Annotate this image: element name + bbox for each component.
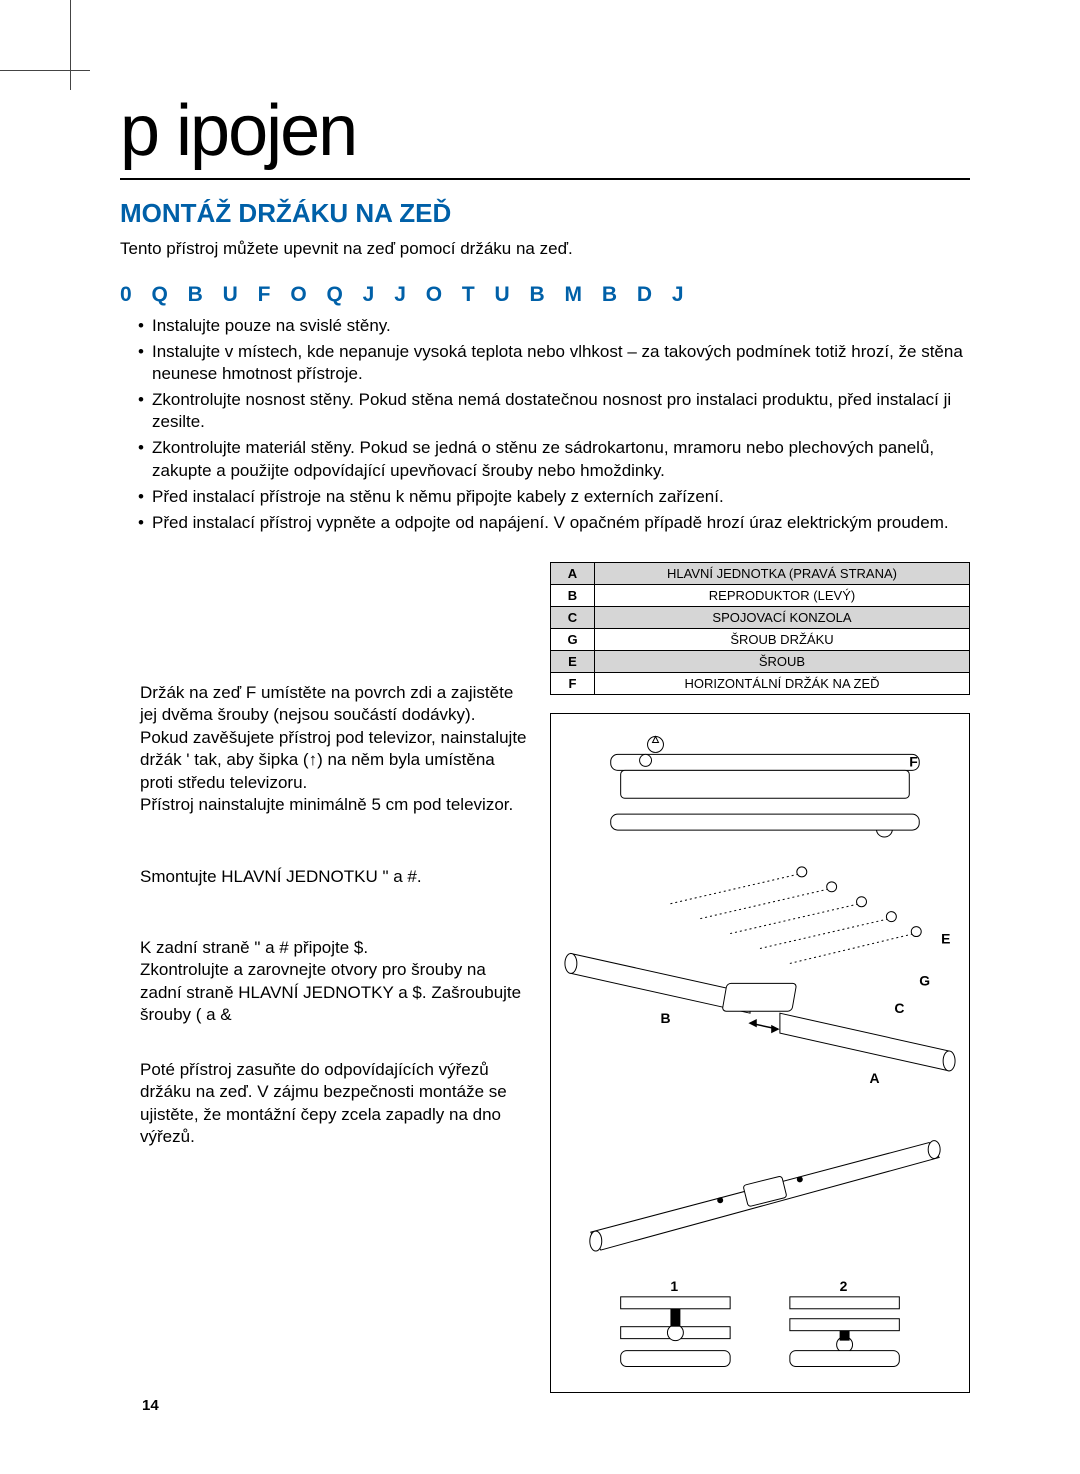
- diagram-bar-angled: [590, 1140, 940, 1250]
- cell-val: ŠROUB DRŽÁKU: [595, 628, 970, 650]
- intro-text: Tento přístroj můžete upevnit na zeď pom…: [120, 239, 970, 259]
- diagram-assembly: E G C B A: [565, 867, 955, 1086]
- cell-val: SPOJOVACÍ KONZOLA: [595, 606, 970, 628]
- cell-key: A: [551, 562, 595, 584]
- sub-heading: 0 Q B U F O Q J J O T U B M B D J: [120, 283, 970, 307]
- list-item: Zkontrolujte nosnost stěny. Pokud stěna …: [138, 389, 970, 433]
- list-item: Instalujte v místech, kde nepanuje vysok…: [138, 341, 970, 385]
- table-row: A HLAVNÍ JEDNOTKA (PRAVÁ STRANA): [551, 562, 970, 584]
- assembly-diagram: F: [550, 713, 970, 1393]
- label-f: F: [909, 753, 918, 769]
- label-2: 2: [840, 1278, 848, 1294]
- label-b: B: [660, 1010, 670, 1026]
- cell-key: E: [551, 650, 595, 672]
- table-row: E ŠROUB: [551, 650, 970, 672]
- label-1: 1: [670, 1278, 678, 1294]
- label-c: C: [894, 1000, 904, 1016]
- table-row: B REPRODUKTOR (LEVÝ): [551, 584, 970, 606]
- label-e: E: [941, 930, 950, 946]
- step-text: Smontujte HLAVNÍ JEDNOTKU " a #.: [140, 866, 532, 888]
- step-text: Přístroj nainstalujte minimálně 5 cm pod…: [140, 794, 532, 816]
- cell-val: REPRODUKTOR (LEVÝ): [595, 584, 970, 606]
- step-text: Zkontrolujte a zarovnejte otvory pro šro…: [140, 959, 532, 1026]
- cell-key: F: [551, 672, 595, 694]
- list-item: Zkontrolujte materiál stěny. Pokud se je…: [138, 437, 970, 481]
- cell-val: ŠROUB: [595, 650, 970, 672]
- step-text: Držák na zeď F umístěte na povrch zdi a …: [140, 682, 532, 727]
- parts-table: A HLAVNÍ JEDNOTKA (PRAVÁ STRANA) B REPRO…: [550, 562, 970, 695]
- step-3: K zadní straně " a # připojte $. Zkontro…: [140, 937, 532, 1027]
- list-item: Před instalací přístroj vypněte a odpojt…: [138, 512, 970, 534]
- diagram-detail-1: 1: [621, 1278, 730, 1367]
- page-title: p ipojen: [120, 90, 970, 180]
- crop-mark-horizontal: [0, 70, 90, 71]
- step-4: Poté přístroj zasuňte do odpovídajících …: [140, 1059, 532, 1149]
- table-row: F HORIZONTÁLNÍ DRŽÁK NA ZEĎ: [551, 672, 970, 694]
- table-row: G ŠROUB DRŽÁKU: [551, 628, 970, 650]
- label-g: G: [919, 972, 930, 988]
- step-text: Poté přístroj zasuňte do odpovídajících …: [140, 1059, 532, 1149]
- step-text: K zadní straně " a # připojte $.: [140, 937, 532, 959]
- diagram-bracket-f: F: [611, 736, 920, 837]
- diagram-detail-2: 2: [790, 1278, 899, 1367]
- step-text: Pokud zavěšujete přístroj pod televizor,…: [140, 727, 532, 794]
- page-number: 14: [142, 1397, 159, 1414]
- section-heading: MONTÁŽ DRŽÁKU NA ZEĎ: [120, 198, 970, 229]
- diagram-svg: F: [551, 714, 969, 1392]
- step-1: Držák na zeď F umístěte na povrch zdi a …: [140, 682, 532, 817]
- steps-column: Držák na zeď F umístěte na povrch zdi a …: [120, 562, 532, 1393]
- step-2: Smontujte HLAVNÍ JEDNOTKU " a #.: [140, 866, 532, 888]
- list-item: Před instalací přístroje na stěnu k němu…: [138, 486, 970, 508]
- list-item: Instalujte pouze na svislé stěny.: [138, 315, 970, 337]
- cell-key: C: [551, 606, 595, 628]
- crop-mark-vertical: [70, 0, 71, 90]
- cell-val: HORIZONTÁLNÍ DRŽÁK NA ZEĎ: [595, 672, 970, 694]
- cell-key: G: [551, 628, 595, 650]
- table-row: C SPOJOVACÍ KONZOLA: [551, 606, 970, 628]
- cell-val: HLAVNÍ JEDNOTKA (PRAVÁ STRANA): [595, 562, 970, 584]
- warning-list: Instalujte pouze na svislé stěny. Instal…: [120, 315, 970, 534]
- cell-key: B: [551, 584, 595, 606]
- label-a: A: [869, 1070, 879, 1086]
